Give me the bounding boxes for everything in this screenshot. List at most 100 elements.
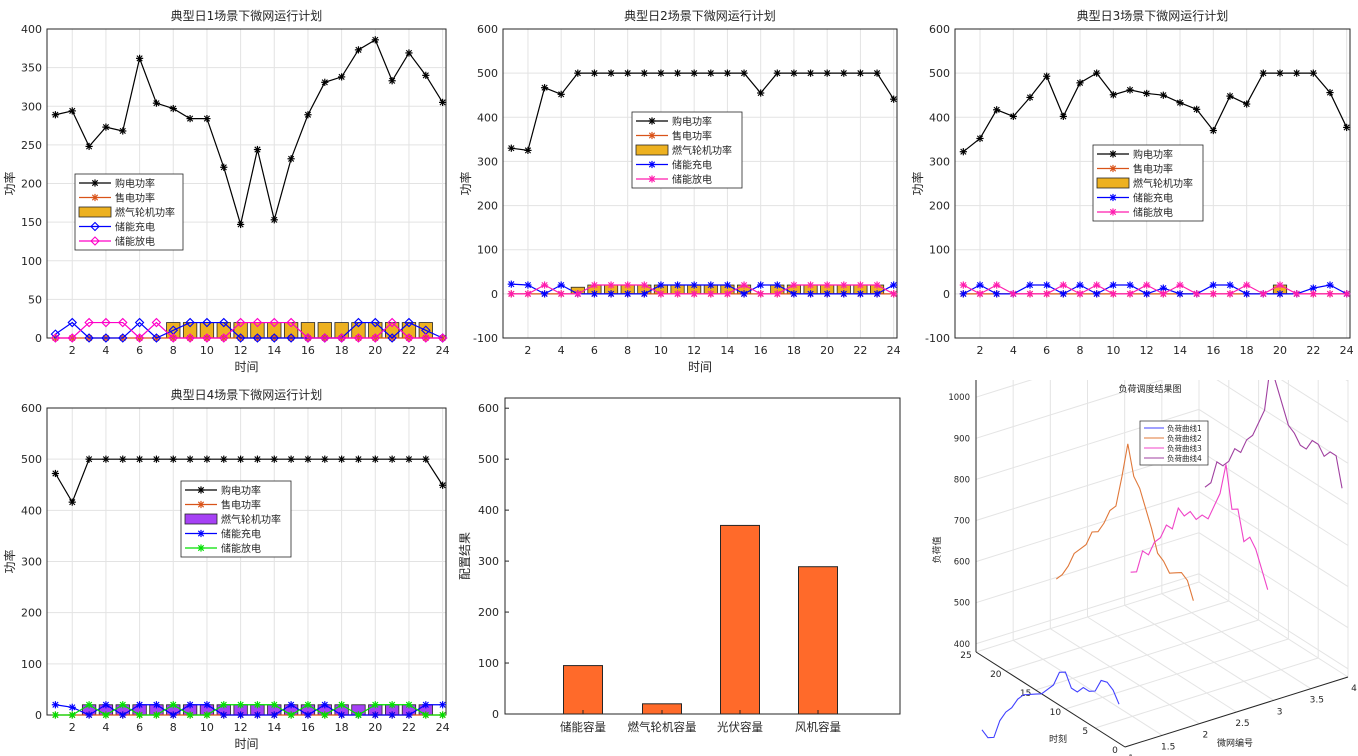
series-discharge-point-d2 [641, 281, 648, 289]
series-buy-point-d2 [254, 456, 261, 463]
series-discharge-point [959, 281, 967, 289]
grid-z-side [1198, 573, 1349, 670]
series-discharge-point-d2 [1043, 290, 1050, 297]
x-tick-label: 10 [1106, 344, 1120, 357]
series-discharge-point-d2 [355, 711, 362, 719]
series-discharge-point [1143, 281, 1151, 289]
series-charge-point [218, 317, 229, 328]
y-tick-label: 200 [477, 200, 498, 213]
legend-label: 负荷曲线3 [1167, 443, 1202, 453]
z-axis-label: 负荷值 [931, 536, 943, 563]
series-charge-point-d2 [220, 711, 227, 719]
series-buy-point [321, 455, 329, 463]
y-tick-label: 300 [477, 155, 498, 168]
series-discharge-point [353, 333, 364, 343]
x-tick-label: 16 [301, 344, 315, 357]
series-discharge-point-d2 [153, 711, 160, 719]
x-tick-label: 2.5 [1235, 719, 1249, 729]
series-discharge-point [50, 333, 61, 343]
y-axis-label: 功率 [2, 549, 17, 573]
series-buy-point [304, 111, 312, 119]
series-discharge-point [117, 317, 128, 328]
series-discharge-point [68, 711, 76, 719]
series-discharge-point-d2 [338, 701, 345, 708]
series-discharge-point [757, 290, 765, 298]
series-discharge-point [790, 281, 798, 289]
y-axis-label: 时刻 [1049, 733, 1067, 745]
y-tick-label: 25 [960, 651, 971, 661]
series-charge-point-d2 [439, 701, 446, 708]
x-tick-label: 6 [591, 344, 598, 357]
series-buy-point-d2 [203, 115, 211, 122]
series-charge-point [202, 317, 212, 328]
series-buy-point-d2 [136, 55, 143, 62]
series-buy-point-d2 [69, 499, 76, 506]
series-discharge-point [151, 317, 162, 328]
bar-capacity [720, 524, 760, 715]
series-buy-point [203, 455, 211, 463]
series-charge-point-d2 [153, 701, 160, 708]
series-buy-point [1326, 88, 1334, 97]
series-buy-point-d2 [69, 107, 76, 114]
y-tick-label: 400 [929, 111, 950, 124]
series-discharge-point [84, 317, 94, 328]
x-tick-label: 4 [102, 344, 109, 357]
series-buy-point [253, 455, 262, 463]
x-tick-label: 3 [1277, 707, 1283, 717]
series-charge-point-d2 [1026, 281, 1034, 289]
series-charge-point [286, 333, 296, 343]
y-tick-label: 0 [491, 288, 498, 301]
series-buy-point [1026, 93, 1034, 102]
series-discharge-line [55, 321, 443, 339]
series-discharge-point [220, 701, 228, 709]
series-buy-point [152, 455, 161, 463]
series-buy-point [959, 148, 967, 156]
series-buy-point-d2 [1126, 86, 1134, 94]
chart-panel-day4: 2 4 6 8 10 12 14 16 18 20 22 240100200300400500600典… [2, 388, 450, 751]
series-buy-point [624, 69, 632, 77]
series-discharge-point-d2 [1060, 281, 1067, 289]
series-discharge-point [101, 317, 111, 328]
x-tick-label: 4 [558, 344, 565, 357]
series-discharge-point-d2 [1010, 290, 1017, 297]
series-charge-point-d2 [321, 701, 328, 708]
legend-swatch-marker [1109, 164, 1117, 173]
series-charge-point-d2 [890, 281, 897, 289]
chart-panel-day2: 2 4 6 8 10 12 14 16 18 20 22 24-1000100200300400500… [458, 9, 901, 374]
series-discharge-point [624, 281, 632, 289]
y-axis [975, 651, 1126, 748]
series-buy-point-d2 [857, 70, 864, 77]
x-tick-label: 14 [267, 721, 281, 734]
series-charge-point-d2 [405, 711, 413, 719]
series-discharge-point [806, 281, 815, 289]
z-tick-label: 600 [954, 558, 970, 568]
series-buy-point-d2 [355, 456, 362, 463]
series-buy-point [790, 69, 798, 77]
series-charge-point [690, 281, 698, 289]
series-buy-point [823, 69, 831, 77]
series-discharge-point [673, 290, 682, 298]
series-buy-point [806, 69, 815, 77]
series-charge-point-d2 [840, 290, 847, 297]
x-tick-label: 4 [102, 721, 109, 734]
z-tick-label: 700 [954, 516, 970, 526]
series-charge-point-d2 [1093, 290, 1100, 297]
series-discharge-point-d2 [674, 290, 681, 297]
series-charge-point [338, 711, 346, 719]
series-charge-point [1243, 290, 1251, 298]
x-tick-label: 储能容量 [560, 720, 606, 734]
y-tick-label: 100 [478, 657, 499, 670]
series-buy-point-d2 [355, 46, 362, 53]
y-tick-label: 400 [21, 23, 42, 36]
series-buy-point-d2 [1210, 127, 1217, 134]
series-charge-point-d2 [558, 281, 565, 289]
series-buy-point [1059, 112, 1067, 121]
series-discharge-point [202, 333, 212, 343]
x-tick-label: 2 [1202, 731, 1208, 741]
series-discharge-point-d2 [574, 290, 581, 297]
y-tick-label: 300 [21, 556, 42, 569]
legend-label: 购电功率 [115, 177, 155, 190]
series-discharge-point [304, 701, 312, 709]
series-discharge-point [1126, 290, 1134, 298]
